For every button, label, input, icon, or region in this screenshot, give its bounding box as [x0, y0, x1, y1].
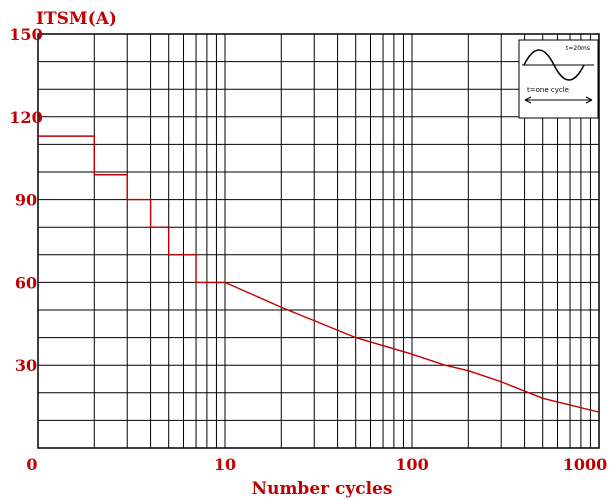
x-tick-label: 100: [395, 455, 428, 474]
inset-arrow-head-right: [585, 96, 593, 104]
y-tick-label: 60: [15, 273, 37, 292]
series-layer: [37, 135, 600, 413]
x-axis-title: Number cycles: [252, 479, 393, 499]
waveform-inset: t=20ms t=one cycle: [518, 39, 599, 119]
plot-frame: [37, 33, 600, 449]
grid: [37, 33, 600, 449]
x-tick-label: 1000: [563, 455, 608, 474]
series-line: [38, 135, 600, 413]
y-tick-label: 150: [9, 25, 42, 44]
inset-t20-label: t=20ms: [566, 45, 590, 52]
y-tick-label: 30: [15, 356, 37, 375]
y-tick-label: 0: [26, 455, 37, 474]
y-tick-label: 90: [15, 191, 37, 210]
y-tick-label: 120: [9, 108, 42, 127]
inset-arrow-head-left: [524, 96, 532, 104]
y-axis-title: ITSM(A): [36, 9, 117, 29]
inset-cycle-label: t=one cycle: [527, 86, 569, 94]
x-tick-label: 10: [214, 455, 236, 474]
tick-labels: 0 30 60 90 120 150 10 100 1000: [9, 25, 607, 474]
